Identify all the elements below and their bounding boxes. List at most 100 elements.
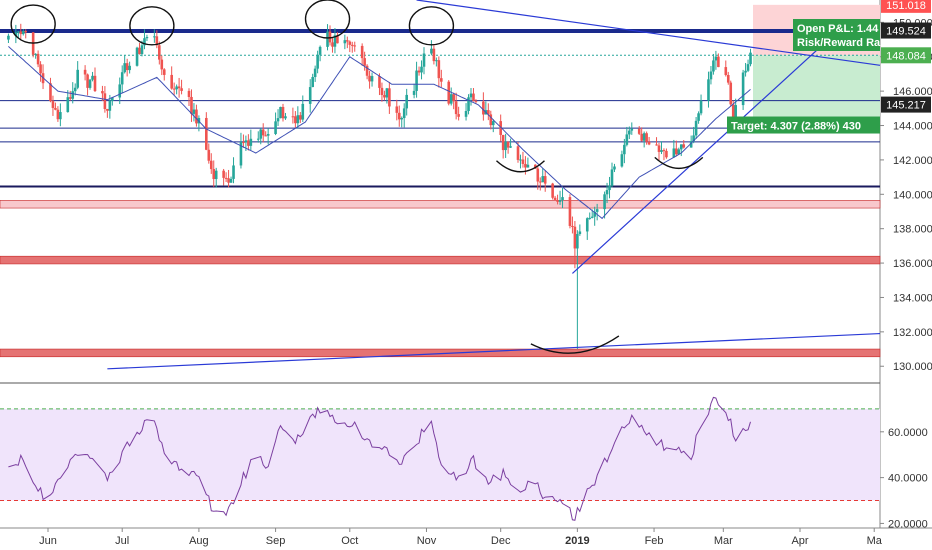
candle bbox=[336, 35, 339, 44]
candle bbox=[397, 112, 401, 120]
price-tag-box bbox=[881, 47, 931, 64]
candle bbox=[56, 109, 60, 120]
price-tag-box bbox=[881, 96, 931, 113]
candle bbox=[628, 130, 631, 135]
candle bbox=[17, 31, 20, 33]
candle bbox=[608, 185, 611, 191]
target-label: Target: 4.307 (2.88%) 430 bbox=[731, 121, 861, 133]
candle bbox=[734, 105, 737, 124]
candle bbox=[689, 141, 693, 148]
arc-annotation-6 bbox=[530, 335, 620, 354]
candle bbox=[420, 66, 423, 73]
candle bbox=[675, 148, 678, 155]
candle bbox=[516, 146, 520, 160]
candle bbox=[467, 97, 470, 112]
candle bbox=[261, 129, 265, 136]
candle bbox=[645, 133, 648, 142]
circle-annotation-0 bbox=[10, 4, 56, 44]
candle bbox=[76, 69, 79, 88]
candle bbox=[256, 138, 260, 140]
candle bbox=[170, 74, 173, 89]
trendline-2 bbox=[107, 332, 881, 370]
candle bbox=[440, 78, 443, 82]
candle bbox=[291, 116, 295, 118]
candle bbox=[682, 144, 686, 148]
time-tick-label: Apr bbox=[791, 535, 808, 547]
candle bbox=[640, 133, 643, 141]
candle bbox=[101, 91, 104, 94]
candle bbox=[412, 90, 416, 95]
candle bbox=[118, 84, 122, 98]
candle bbox=[469, 93, 473, 98]
candle bbox=[385, 88, 389, 98]
rsi-tick-label: 60.0000 bbox=[888, 427, 928, 439]
candle bbox=[232, 165, 235, 179]
candle bbox=[36, 53, 40, 65]
candle bbox=[123, 63, 126, 73]
candle bbox=[605, 190, 609, 195]
candle bbox=[93, 75, 97, 92]
candle bbox=[205, 117, 208, 150]
candle bbox=[578, 231, 582, 235]
candle bbox=[276, 118, 280, 122]
candle bbox=[24, 30, 28, 33]
candle bbox=[660, 150, 663, 152]
candle bbox=[400, 118, 404, 120]
candle bbox=[296, 115, 300, 124]
open-pl-background bbox=[793, 19, 880, 51]
candle bbox=[405, 94, 408, 109]
candle bbox=[521, 159, 525, 164]
risk-reward-label: Risk/Reward Ra bbox=[797, 37, 881, 49]
candle bbox=[264, 135, 267, 137]
candle bbox=[301, 103, 305, 120]
candle bbox=[326, 31, 329, 47]
price-tick-label: 142.000 bbox=[893, 155, 932, 167]
candle bbox=[697, 113, 700, 121]
candle bbox=[160, 59, 164, 70]
candle bbox=[54, 107, 57, 110]
candle bbox=[509, 146, 512, 148]
candle bbox=[284, 116, 287, 119]
candle bbox=[172, 88, 176, 90]
price-tag-3: 145.217 bbox=[881, 96, 931, 113]
candle bbox=[571, 225, 574, 227]
candle bbox=[464, 111, 468, 117]
candle bbox=[620, 154, 624, 167]
candle bbox=[88, 79, 92, 88]
candle bbox=[19, 31, 23, 35]
candle bbox=[489, 114, 493, 126]
candle bbox=[729, 82, 733, 105]
candle bbox=[538, 181, 542, 183]
time-tick-label: Feb bbox=[645, 535, 664, 547]
candle bbox=[593, 211, 596, 217]
candle bbox=[642, 133, 646, 141]
candle bbox=[437, 60, 441, 79]
candle bbox=[59, 112, 62, 120]
candle bbox=[543, 176, 547, 184]
candle bbox=[558, 200, 562, 202]
circle-annotation-1 bbox=[129, 6, 175, 46]
candle bbox=[190, 96, 193, 114]
candle bbox=[353, 45, 357, 47]
price-tag-label: 148.084 bbox=[886, 50, 926, 62]
candle bbox=[247, 140, 250, 146]
candle bbox=[679, 144, 683, 150]
trendline-0 bbox=[416, 0, 881, 66]
candle bbox=[435, 60, 438, 62]
candle bbox=[348, 41, 352, 45]
candle bbox=[432, 48, 436, 62]
candle bbox=[227, 178, 230, 183]
candle bbox=[229, 178, 233, 183]
candle bbox=[482, 101, 485, 115]
candle bbox=[266, 133, 270, 136]
price-tag-0: 151.018 bbox=[881, 0, 931, 13]
price-tag-box bbox=[881, 22, 931, 39]
time-tick-label: Dec bbox=[491, 535, 511, 547]
candle bbox=[556, 200, 559, 202]
candle bbox=[311, 77, 314, 88]
price-tick-label: 138.000 bbox=[893, 224, 932, 236]
candle bbox=[447, 81, 451, 104]
price-tick-label: 136.000 bbox=[893, 258, 932, 270]
open-pl-box: Open P&L: 1.44 Risk/Reward Ra bbox=[793, 19, 881, 51]
